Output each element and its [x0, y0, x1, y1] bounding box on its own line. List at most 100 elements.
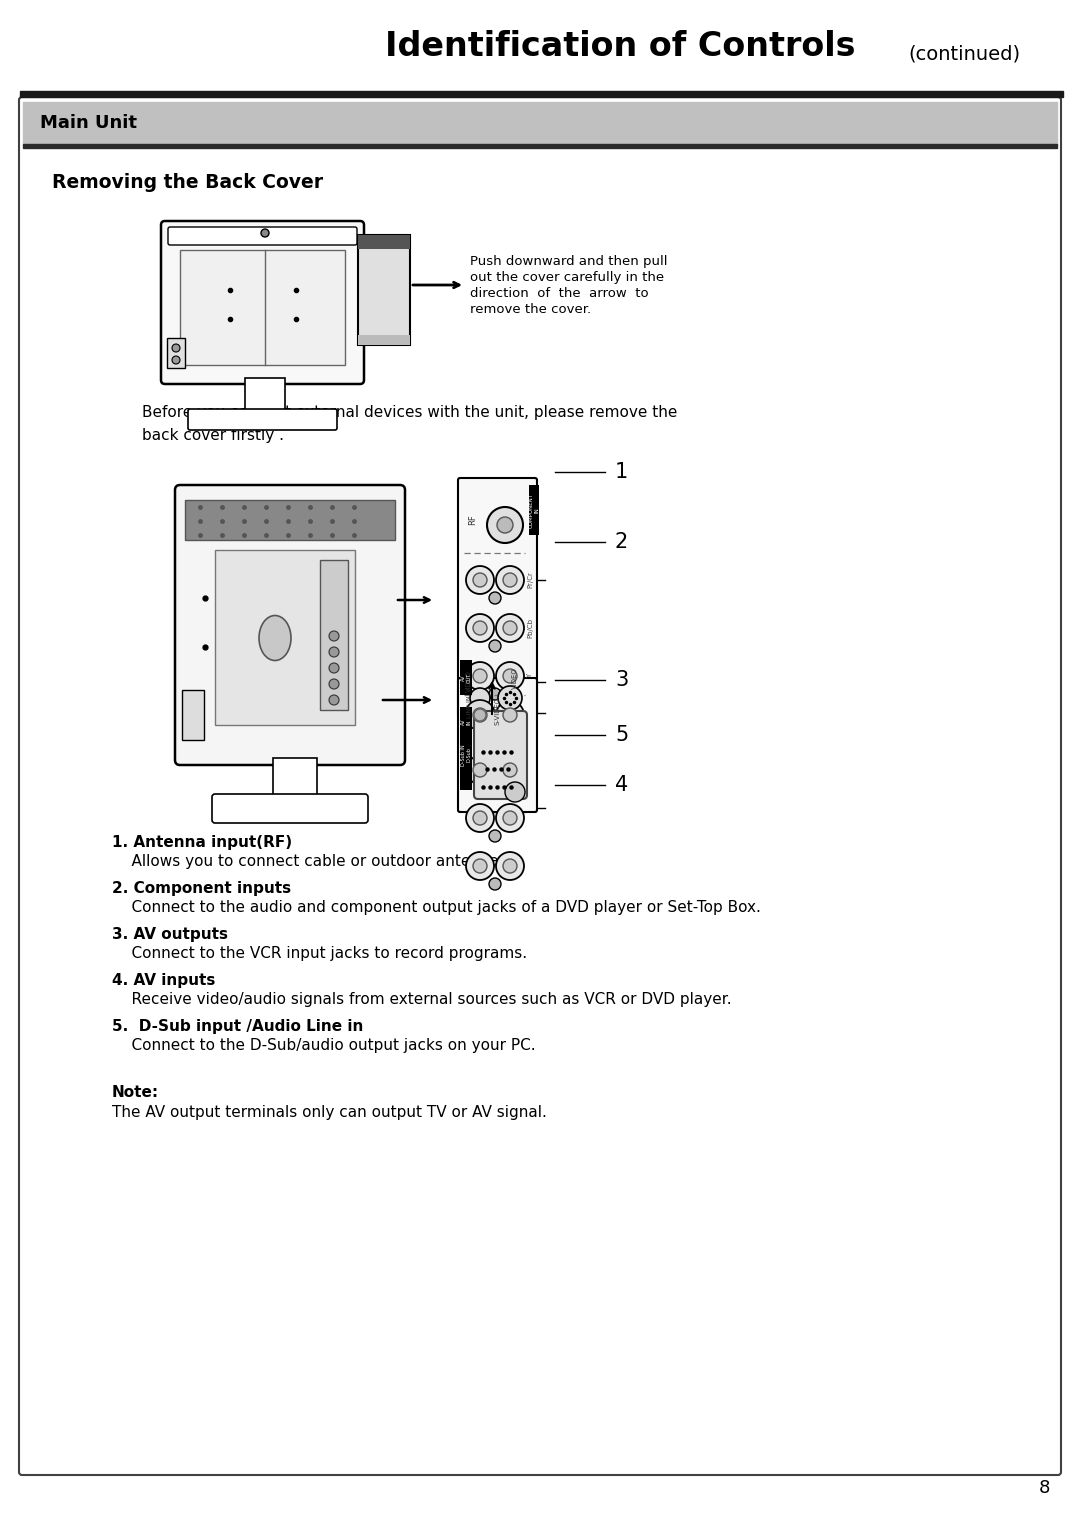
- Text: Pr/Cr: Pr/Cr: [527, 571, 534, 588]
- Text: 1. Antenna input(RF): 1. Antenna input(RF): [112, 835, 292, 851]
- Circle shape: [496, 614, 524, 641]
- Circle shape: [465, 567, 494, 594]
- Circle shape: [465, 756, 494, 783]
- Text: RF: RF: [468, 515, 477, 525]
- Text: (continued): (continued): [908, 44, 1021, 64]
- Text: Identification of Controls: Identification of Controls: [384, 31, 855, 64]
- Circle shape: [329, 663, 339, 673]
- Text: VIDEO: VIDEO: [512, 667, 518, 689]
- Circle shape: [496, 663, 524, 690]
- Text: Y: Y: [527, 673, 534, 678]
- Bar: [357, 235, 410, 249]
- Circle shape: [496, 567, 524, 594]
- Circle shape: [329, 695, 339, 705]
- Text: Connect to the audio and component output jacks of a DVD player or Set-Top Box.: Connect to the audio and component outpu…: [112, 899, 761, 915]
- Circle shape: [465, 699, 495, 730]
- Circle shape: [489, 592, 501, 605]
- Circle shape: [489, 727, 501, 739]
- Circle shape: [465, 614, 494, 641]
- Text: 1: 1: [615, 463, 629, 483]
- Text: 3: 3: [615, 670, 629, 690]
- FancyBboxPatch shape: [19, 98, 1061, 1475]
- Bar: [529, 486, 539, 534]
- Circle shape: [465, 805, 494, 832]
- Circle shape: [489, 640, 501, 652]
- Bar: [23, 102, 1057, 144]
- Text: Connect to the D-Sub/audio output jacks on your PC.: Connect to the D-Sub/audio output jacks …: [112, 1038, 536, 1054]
- Text: 3. AV outputs: 3. AV outputs: [112, 927, 228, 942]
- Circle shape: [329, 680, 339, 689]
- Text: 4: 4: [615, 776, 629, 796]
- FancyBboxPatch shape: [458, 678, 537, 812]
- FancyBboxPatch shape: [188, 409, 337, 431]
- Text: Before you connect external devices with the unit, please remove the
back cover : Before you connect external devices with…: [141, 405, 677, 443]
- Circle shape: [489, 689, 501, 699]
- Circle shape: [470, 689, 490, 709]
- Text: LINE IN: LINE IN: [467, 695, 472, 718]
- Text: Main Unit: Main Unit: [40, 115, 137, 131]
- Bar: [460, 721, 472, 789]
- Text: Allows you to connect cable or outdoor antenna.: Allows you to connect cable or outdoor a…: [112, 854, 504, 869]
- Circle shape: [172, 344, 180, 353]
- Ellipse shape: [259, 615, 291, 661]
- Circle shape: [473, 573, 487, 586]
- Text: The AV output terminals only can output TV or AV signal.: The AV output terminals only can output …: [112, 1106, 546, 1119]
- Circle shape: [489, 878, 501, 890]
- Text: out the cover carefully in the: out the cover carefully in the: [470, 270, 664, 284]
- Bar: [183, 690, 204, 741]
- Circle shape: [496, 701, 524, 728]
- Circle shape: [487, 507, 523, 544]
- Circle shape: [496, 852, 524, 880]
- Bar: [180, 250, 345, 365]
- Text: direction  of  the  arrow  to: direction of the arrow to: [470, 287, 649, 299]
- Text: Push downward and then pull: Push downward and then pull: [470, 255, 667, 269]
- Circle shape: [465, 663, 494, 690]
- Text: Pb/Cb: Pb/Cb: [527, 618, 534, 638]
- Bar: [357, 334, 410, 345]
- Text: remove the cover.: remove the cover.: [470, 302, 591, 316]
- FancyBboxPatch shape: [474, 712, 527, 799]
- FancyBboxPatch shape: [458, 478, 537, 718]
- Circle shape: [496, 805, 524, 832]
- Circle shape: [497, 518, 513, 533]
- Circle shape: [465, 852, 494, 880]
- Text: Note:: Note:: [112, 1086, 159, 1099]
- FancyBboxPatch shape: [175, 486, 405, 765]
- Circle shape: [503, 860, 517, 873]
- Text: 2: 2: [615, 531, 629, 551]
- Bar: [21, 92, 1063, 98]
- Bar: [320, 560, 348, 710]
- Text: AV
OUT: AV OUT: [460, 673, 471, 683]
- Circle shape: [473, 709, 487, 722]
- Text: Removing the Back Cover: Removing the Back Cover: [52, 173, 323, 191]
- Circle shape: [498, 686, 522, 710]
- Circle shape: [503, 764, 517, 777]
- Circle shape: [503, 709, 517, 722]
- Circle shape: [474, 709, 486, 721]
- Text: 5.  D-Sub input /Audio Line in: 5. D-Sub input /Audio Line in: [112, 1019, 363, 1034]
- Text: Connect to the VCR input jacks to record programs.: Connect to the VCR input jacks to record…: [112, 947, 527, 960]
- Circle shape: [329, 647, 339, 657]
- Bar: [273, 757, 318, 799]
- Circle shape: [489, 782, 501, 794]
- Text: COMPONENT
IN: COMPONENT IN: [528, 493, 539, 527]
- Circle shape: [465, 701, 494, 728]
- Text: 8: 8: [1039, 1480, 1050, 1496]
- Circle shape: [489, 831, 501, 841]
- Text: 4. AV inputs: 4. AV inputs: [112, 973, 215, 988]
- FancyBboxPatch shape: [212, 794, 368, 823]
- FancyBboxPatch shape: [161, 221, 364, 383]
- Bar: [185, 499, 395, 541]
- Circle shape: [473, 764, 487, 777]
- Text: S-VIDEO: S-VIDEO: [495, 696, 501, 725]
- Circle shape: [503, 573, 517, 586]
- Circle shape: [503, 669, 517, 683]
- Text: 5: 5: [615, 725, 629, 745]
- Circle shape: [473, 621, 487, 635]
- Bar: [23, 144, 1057, 148]
- Bar: [245, 379, 285, 412]
- Text: VIDEO: VIDEO: [465, 670, 472, 692]
- Circle shape: [261, 229, 269, 237]
- Circle shape: [329, 631, 339, 641]
- Bar: [167, 337, 185, 368]
